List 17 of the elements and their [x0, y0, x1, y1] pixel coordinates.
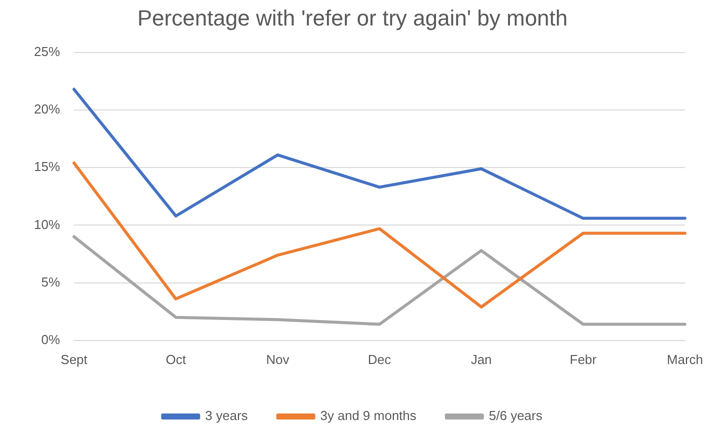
legend-label: 3 years	[205, 408, 248, 424]
y-tick-label: 20%	[34, 102, 60, 117]
x-tick-label: Febr	[570, 352, 598, 367]
x-tick-label: Sept	[60, 352, 88, 367]
legend-label: 3y and 9 months	[320, 408, 417, 424]
x-tick-label: Nov	[266, 352, 290, 367]
chart-title: Percentage with 'refer or try again' by month	[137, 5, 568, 30]
y-tick-label: 10%	[34, 216, 60, 232]
x-tick-label: Jan	[470, 352, 492, 367]
y-tick-label: 0%	[41, 332, 60, 347]
x-tick-label: Dec	[368, 352, 392, 367]
y-tick-label: 5%	[41, 274, 60, 290]
x-tick-label: Oct	[166, 352, 186, 367]
x-tick-label: March	[666, 352, 704, 367]
legend-label: 5/6 years	[488, 408, 543, 424]
y-tick-label: 15%	[34, 159, 60, 174]
y-tick-label: 25%	[34, 44, 60, 59]
